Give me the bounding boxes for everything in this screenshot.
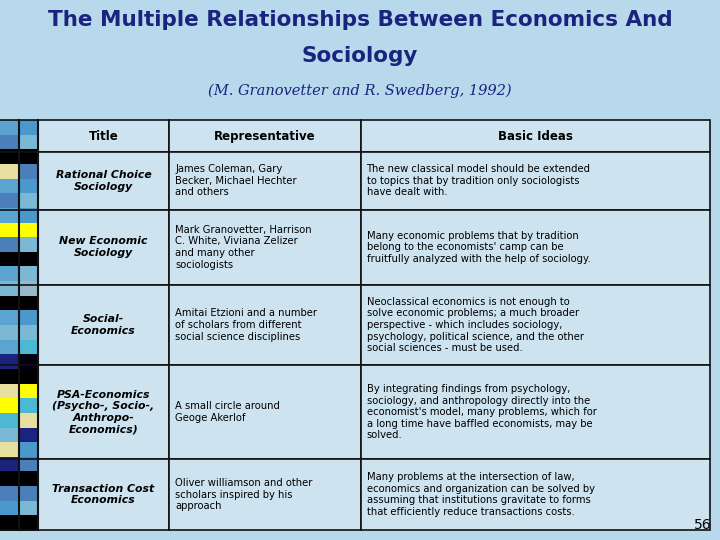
Bar xyxy=(19,296,38,311)
Bar xyxy=(0,179,19,194)
Bar xyxy=(19,325,38,340)
Bar xyxy=(19,193,38,208)
Bar xyxy=(0,237,19,252)
Bar xyxy=(19,208,38,223)
Bar xyxy=(19,120,38,135)
Text: The new classical model should be extended
to topics that by tradition only soci: The new classical model should be extend… xyxy=(366,164,590,198)
Bar xyxy=(361,120,710,152)
Bar xyxy=(169,120,361,152)
Bar xyxy=(38,285,169,365)
Bar xyxy=(19,413,38,428)
Bar xyxy=(19,252,38,267)
Bar xyxy=(19,222,38,238)
Bar xyxy=(19,471,38,487)
Bar xyxy=(19,354,38,369)
Bar xyxy=(361,460,710,530)
Bar xyxy=(0,442,19,457)
Bar xyxy=(19,164,38,179)
Bar xyxy=(0,457,19,472)
Bar xyxy=(19,398,38,413)
Bar xyxy=(0,398,19,413)
Bar xyxy=(169,152,361,210)
Bar xyxy=(19,281,38,296)
Bar xyxy=(0,325,19,340)
Bar xyxy=(19,310,38,326)
Bar xyxy=(38,210,169,285)
Text: Social-
Economics: Social- Economics xyxy=(71,314,136,336)
Bar xyxy=(19,340,38,355)
Bar xyxy=(361,210,710,285)
Text: Mark Granovetter, Harrison
C. White, Viviana Zelizer
and many other
sociologists: Mark Granovetter, Harrison C. White, Viv… xyxy=(175,225,312,269)
Bar xyxy=(361,365,710,460)
Bar xyxy=(0,296,19,311)
Bar xyxy=(0,471,19,487)
Bar xyxy=(19,383,38,399)
Bar xyxy=(0,428,19,443)
Bar xyxy=(19,369,38,384)
Bar xyxy=(0,266,19,281)
Bar xyxy=(19,149,38,164)
Bar xyxy=(0,413,19,428)
Bar xyxy=(0,501,19,516)
Bar xyxy=(0,383,19,399)
Bar xyxy=(0,134,19,150)
Text: Title: Title xyxy=(89,130,118,143)
Bar xyxy=(19,501,38,516)
Text: Many problems at the intersection of law,
economics and organization can be solv: Many problems at the intersection of law… xyxy=(366,472,595,517)
Bar xyxy=(0,310,19,326)
Text: Neoclassical economics is not enough to
solve economic problems; a much broader
: Neoclassical economics is not enough to … xyxy=(366,297,583,353)
Text: New Economic
Sociology: New Economic Sociology xyxy=(59,237,148,258)
Text: Amitai Etzioni and a number
of scholars from different
social science discipline: Amitai Etzioni and a number of scholars … xyxy=(175,308,317,342)
Bar xyxy=(361,152,710,210)
Bar xyxy=(0,193,19,208)
Bar xyxy=(38,120,169,152)
Text: The Multiple Relationships Between Economics And: The Multiple Relationships Between Econo… xyxy=(48,10,672,30)
Text: Oliver williamson and other
scholars inspired by his
approach: Oliver williamson and other scholars ins… xyxy=(175,478,312,511)
Bar xyxy=(19,486,38,501)
Bar xyxy=(0,486,19,501)
Bar xyxy=(0,149,19,164)
Bar xyxy=(19,457,38,472)
Bar xyxy=(0,208,19,223)
Bar xyxy=(361,285,710,365)
Text: By integrating findings from psychology,
sociology, and anthropology directly in: By integrating findings from psychology,… xyxy=(366,384,596,441)
Bar xyxy=(169,285,361,365)
Bar xyxy=(0,369,19,384)
Bar xyxy=(38,460,169,530)
Bar xyxy=(0,515,19,530)
Bar xyxy=(19,442,38,457)
Text: PSA-Economics
(Psycho-, Socio-,
Anthropо-
Economics): PSA-Economics (Psycho-, Socio-, Anthropо… xyxy=(53,390,155,435)
Text: (M. Granovetter and R. Swedberg, 1992): (M. Granovetter and R. Swedberg, 1992) xyxy=(208,84,512,98)
Bar xyxy=(0,281,19,296)
Text: James Coleman, Gary
Becker, Michael Hechter
and others: James Coleman, Gary Becker, Michael Hech… xyxy=(175,164,297,198)
Bar xyxy=(0,252,19,267)
Bar xyxy=(19,515,38,530)
Bar xyxy=(19,134,38,150)
Bar xyxy=(0,164,19,179)
Bar xyxy=(0,222,19,238)
Text: Basic Ideas: Basic Ideas xyxy=(498,130,572,143)
Text: Sociology: Sociology xyxy=(302,46,418,66)
Text: Transaction Cost
Economics: Transaction Cost Economics xyxy=(53,484,155,505)
Text: A small circle around
Geoge Akerlof: A small circle around Geoge Akerlof xyxy=(175,401,280,423)
Text: Representative: Representative xyxy=(214,130,315,143)
Bar xyxy=(19,237,38,252)
Bar xyxy=(19,266,38,281)
Text: Many economic problems that by tradition
belong to the economists' camp can be
f: Many economic problems that by tradition… xyxy=(366,231,590,264)
Bar xyxy=(19,428,38,443)
Bar xyxy=(0,354,19,369)
Bar xyxy=(38,365,169,460)
Bar xyxy=(169,365,361,460)
Bar xyxy=(169,460,361,530)
Bar xyxy=(0,340,19,355)
Bar xyxy=(38,152,169,210)
Bar xyxy=(169,210,361,285)
Text: 56: 56 xyxy=(694,518,712,532)
Bar xyxy=(19,179,38,194)
Text: Rational Choice
Sociology: Rational Choice Sociology xyxy=(55,170,151,192)
Bar xyxy=(0,120,19,135)
